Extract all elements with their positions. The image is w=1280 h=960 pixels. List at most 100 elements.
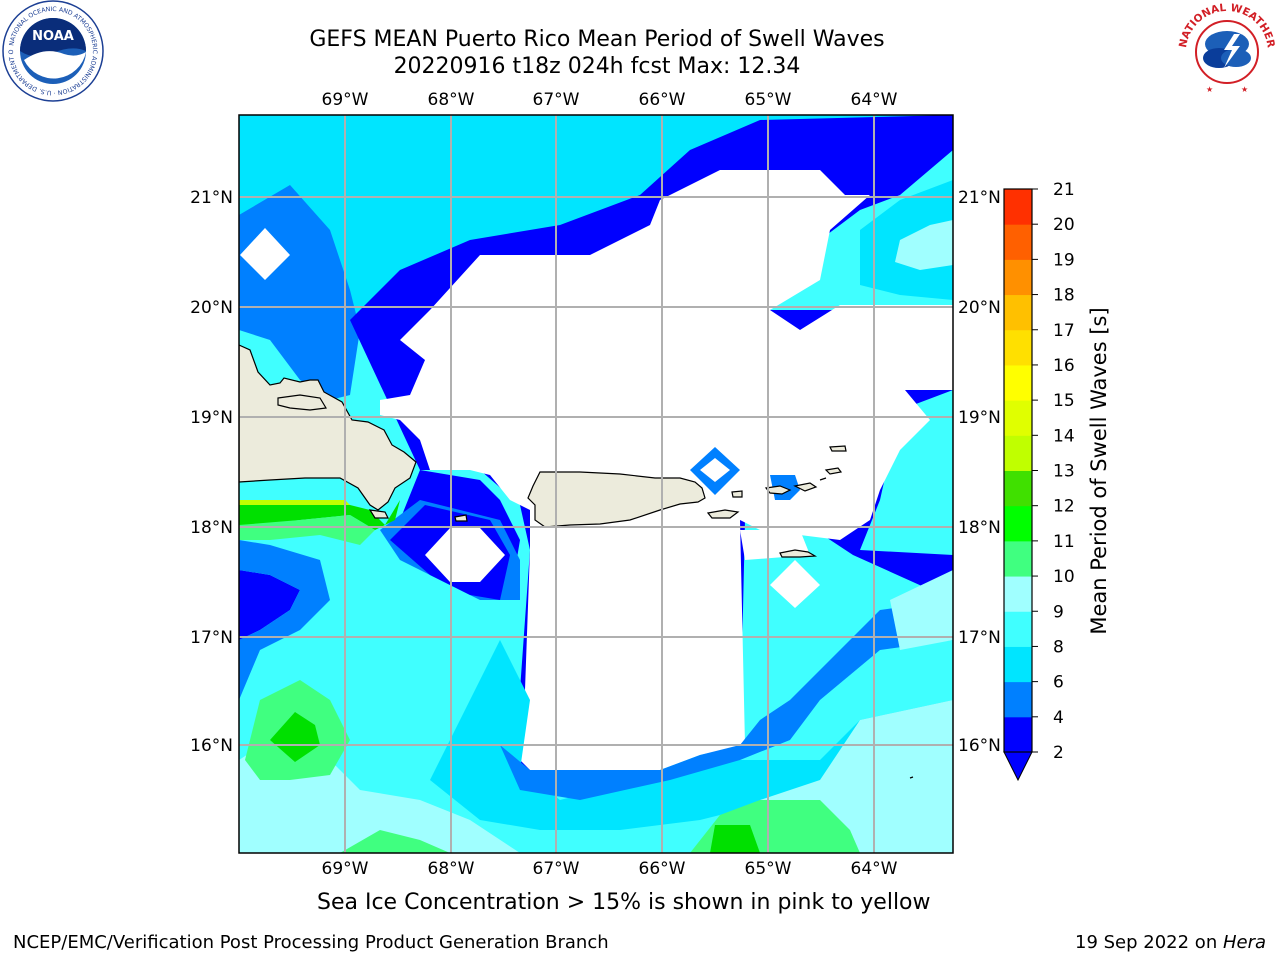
field-missing-diamond-s2 <box>425 528 505 582</box>
land-mona <box>454 514 468 522</box>
land-anegada <box>824 467 843 475</box>
lon-tick-label: 67°W <box>533 90 580 110</box>
lon-tick-label: 68°W <box>428 90 475 110</box>
map-grid <box>239 115 953 853</box>
lon-ticks-bottom: 69°W 68°W 67°W 66°W 65°W 64°W <box>322 859 898 879</box>
lon-tick-label: 67°W <box>533 859 580 879</box>
footer-host: Hera <box>1222 932 1266 953</box>
noaa-logo: NATIONAL OCEANIC AND ATMOSPHERIC ADMINIS… <box>2 0 104 102</box>
colorbar-title: Mean Period of Swell Waves [s] <box>1087 307 1111 634</box>
lat-tick-label: 18°N <box>958 518 1001 538</box>
lat-tick-label: 17°N <box>958 628 1001 648</box>
field-north-cyan <box>239 115 953 380</box>
lon-tick-label: 69°W <box>322 859 369 879</box>
field-se-dkgreen <box>710 825 760 853</box>
colorbar-segment <box>1004 294 1032 331</box>
field-missing-diamond-se <box>770 560 820 608</box>
lon-tick-label: 64°W <box>851 90 898 110</box>
colorbar-segment <box>1004 259 1032 296</box>
field-e-pale <box>890 570 953 650</box>
land-st-croix <box>779 549 818 558</box>
colorbar-tick-label: 18 <box>1053 286 1075 306</box>
lon-tick-label: 64°W <box>851 859 898 879</box>
lon-ticks-top: 69°W 68°W 67°W 66°W 65°W 64°W <box>322 90 898 110</box>
nws-logo: NATIONAL WEATHER SERVICE ★ ★ <box>1176 0 1277 100</box>
colorbar-segment <box>1004 435 1032 471</box>
footer-credit: NCEP/EMC/Verification Post Processing Pr… <box>13 932 609 953</box>
colorbar-tick-label: 14 <box>1053 426 1075 446</box>
chart-subtitle: 20220916 t18z 024h fcst Max: 12.34 <box>393 54 801 79</box>
land-vieques <box>706 509 740 519</box>
lat-tick-label: 20°N <box>958 298 1001 318</box>
field-s-green <box>340 830 450 853</box>
field-hisp-yellow <box>239 500 350 505</box>
land-tortola <box>793 482 818 492</box>
colorbar-tick-label: 8 <box>1053 637 1064 657</box>
lon-tick-label: 65°W <box>745 90 792 110</box>
colorbar-extend-min <box>1003 751 1033 782</box>
colorbar-segment <box>1004 681 1032 718</box>
lat-tick-label: 19°N <box>958 408 1001 428</box>
map-field <box>239 115 953 853</box>
colorbar-tick-label: 9 <box>1053 602 1064 622</box>
colorbar-segment <box>1004 716 1032 753</box>
colorbar-tick-label: 13 <box>1053 462 1075 482</box>
field-sw-blue <box>239 540 330 700</box>
lat-ticks-right: 21°N 20°N 19°N 18°N 17°N 16°N <box>958 188 1001 756</box>
land-puerto-rico <box>527 471 706 528</box>
colorbar-segment <box>1004 540 1032 577</box>
chart-title: GEFS MEAN Puerto Rico Mean Period of Swe… <box>309 27 885 52</box>
lon-tick-label: 66°W <box>639 859 686 879</box>
colorbar-segment <box>1004 364 1032 401</box>
lat-tick-label: 18°N <box>190 518 233 538</box>
lat-tick-label: 16°N <box>190 736 233 756</box>
lat-tick-label: 20°N <box>190 298 233 318</box>
noaa-logo-text: NOAA <box>32 29 74 44</box>
colorbar-segment <box>1004 646 1032 683</box>
land-saona <box>368 509 389 519</box>
land-vg-north <box>829 445 847 452</box>
colorbar-segment <box>1004 576 1032 612</box>
map-frame <box>238 114 954 854</box>
field-sw-deepblue <box>239 570 300 640</box>
sea-ice-footnote: Sea Ice Concentration > 15% is shown in … <box>317 890 931 915</box>
colorbar-segment <box>1004 470 1032 507</box>
colorbar-tick-label: 11 <box>1053 532 1075 552</box>
land-hispaniola <box>239 344 417 511</box>
field-sw-dkgreen <box>270 712 320 762</box>
colorbar-tick-label: 12 <box>1053 497 1075 517</box>
lon-tick-label: 68°W <box>428 859 475 879</box>
colorbar-tick-label: 16 <box>1053 356 1075 376</box>
field-ne-pale <box>895 220 953 270</box>
field-hisp-lgreen <box>239 515 375 545</box>
land-tortuga <box>277 394 327 411</box>
colorbar-tick-label: 20 <box>1053 215 1075 235</box>
lat-tick-label: 21°N <box>958 188 1001 208</box>
colorbar-segment <box>1004 224 1032 260</box>
lon-tick-label: 65°W <box>745 859 792 879</box>
lon-tick-label: 69°W <box>322 90 369 110</box>
colorbar-tick-label: 6 <box>1053 673 1064 693</box>
colorbar-tick-label: 2 <box>1053 743 1064 763</box>
colorbar-tick-label: 15 <box>1053 391 1075 411</box>
colorbar-segment <box>1004 611 1032 647</box>
footer-date-text: 19 Sep 2022 on <box>1075 932 1223 953</box>
footer-date: 19 Sep 2022 on Hera <box>1075 932 1266 953</box>
land-small-2 <box>909 776 914 779</box>
colorbar-tick-label: 4 <box>1053 708 1064 728</box>
colorbar-tick-label: 19 <box>1053 250 1075 270</box>
colorbar-tick-label: 10 <box>1053 567 1075 587</box>
colorbar-segment <box>1004 505 1032 542</box>
land-culebra <box>731 490 743 498</box>
lat-tick-label: 21°N <box>190 188 233 208</box>
lat-tick-label: 16°N <box>958 736 1001 756</box>
field-missing-diamond-nw <box>240 228 290 280</box>
colorbar-tick-label: 21 <box>1053 180 1075 200</box>
colorbar-tick-label: 17 <box>1053 321 1075 341</box>
field-missing-small-white <box>700 458 730 482</box>
land-small-1 <box>819 477 827 481</box>
colorbar: 2 4 6 8 9 10 11 12 13 14 15 16 17 18 19 20 21 <box>1003 180 1075 782</box>
land-st-thomas <box>764 485 792 495</box>
field-missing-north <box>380 170 953 770</box>
